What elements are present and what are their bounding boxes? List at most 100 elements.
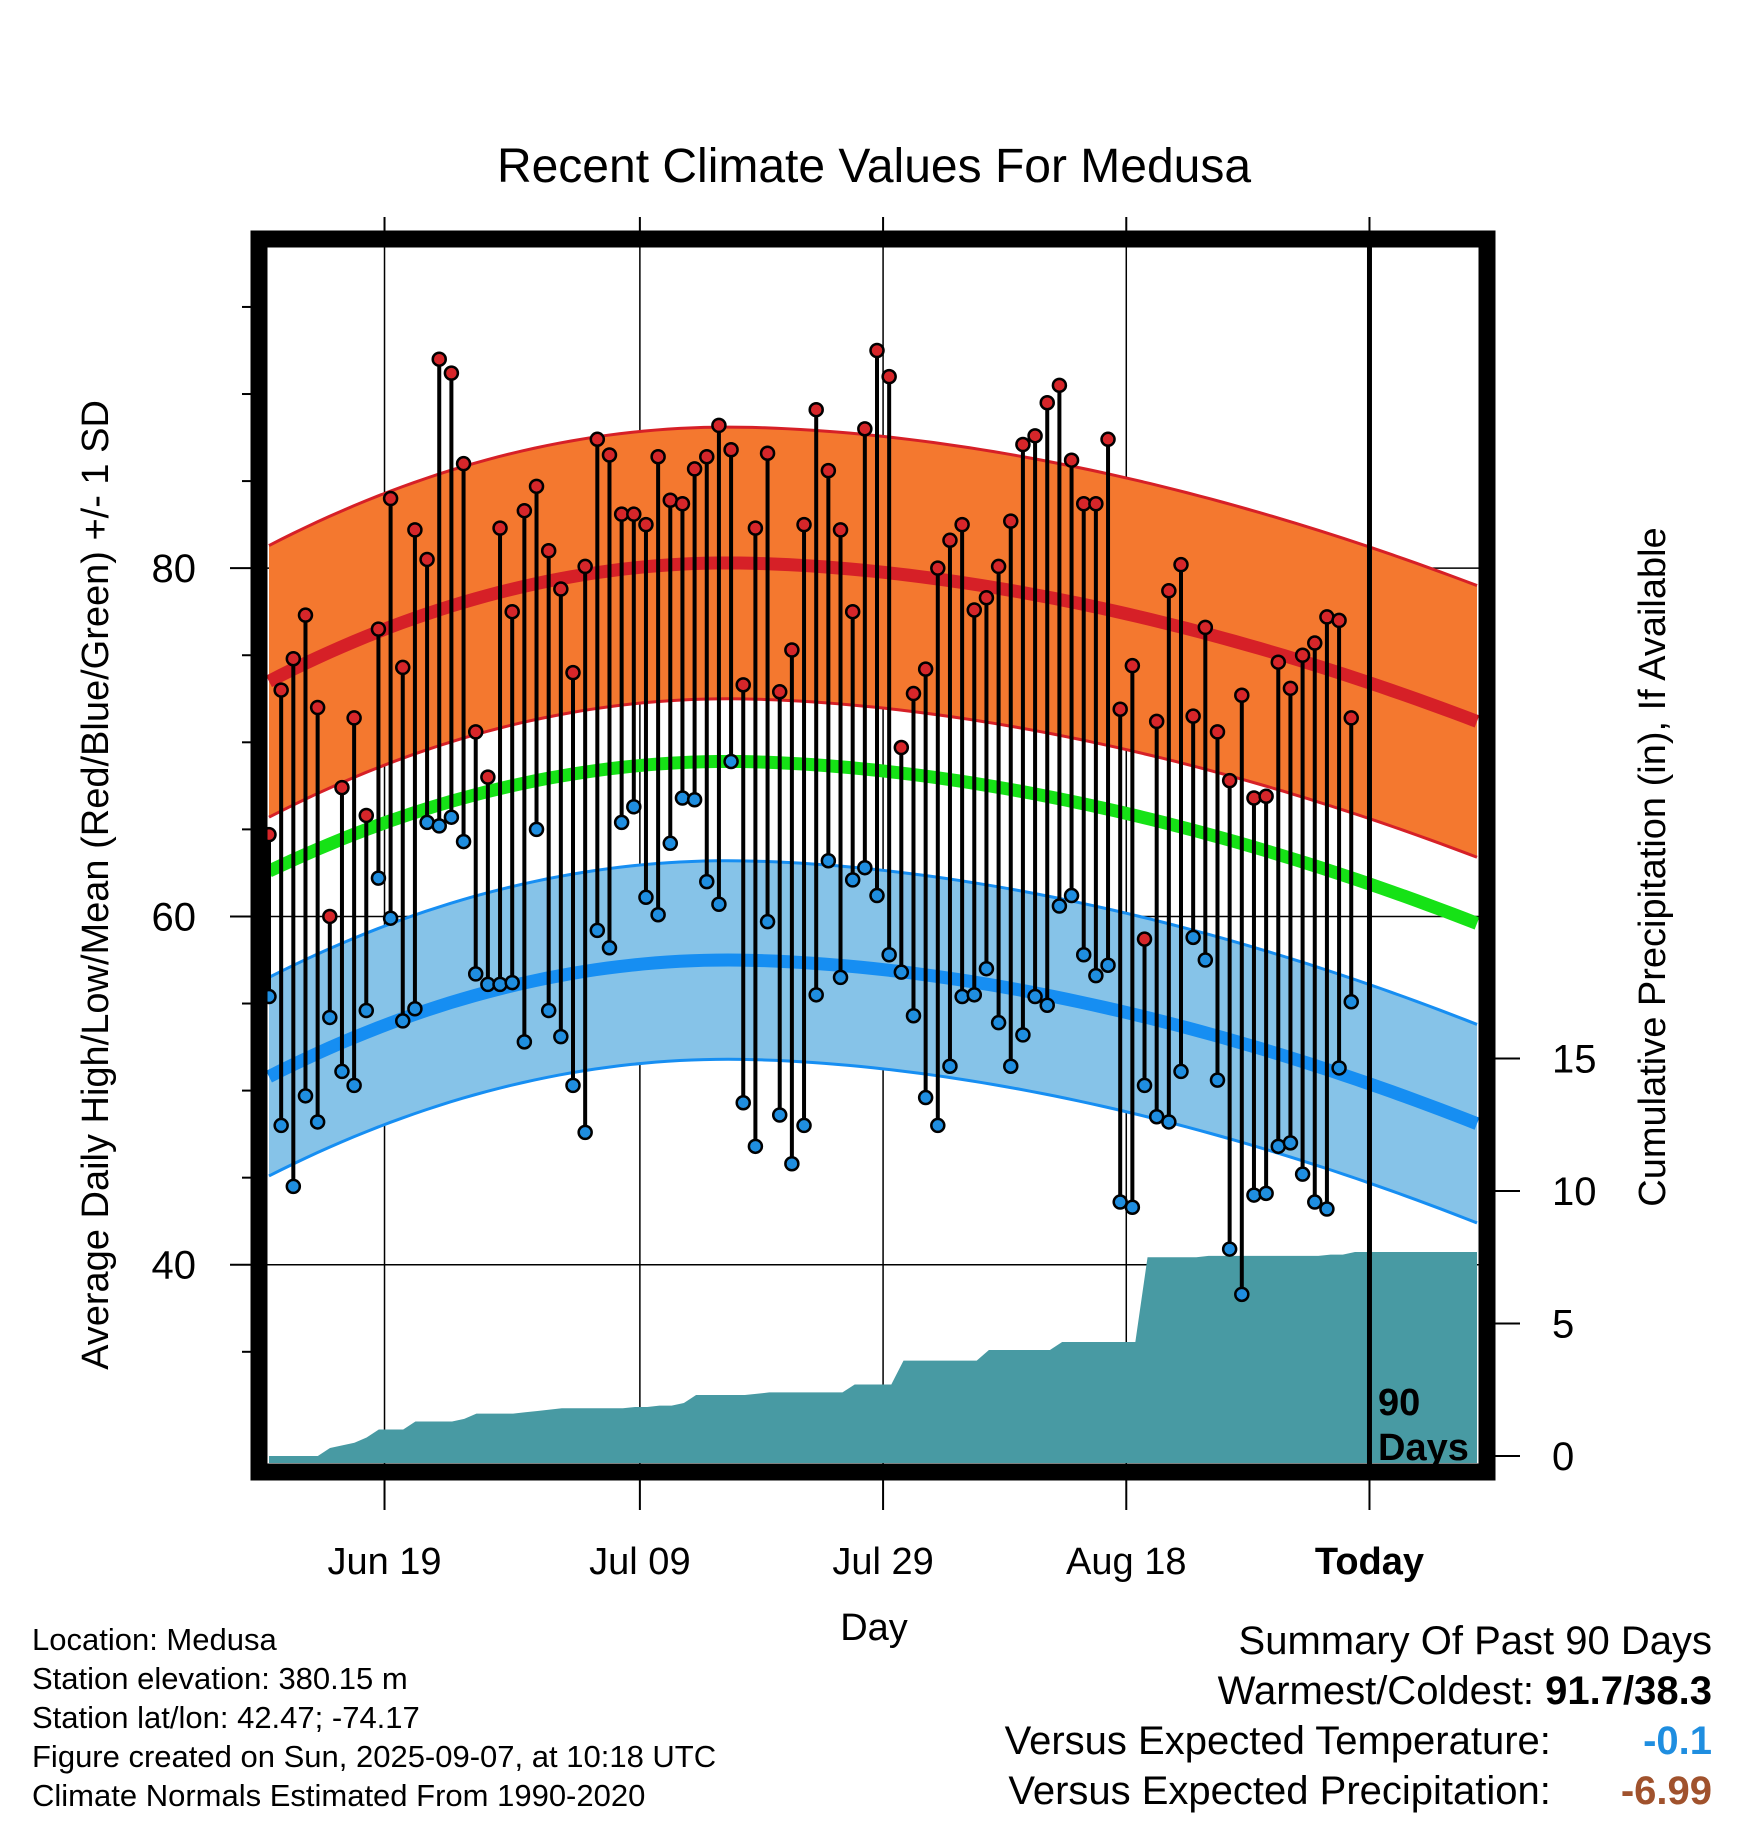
high-point bbox=[832, 522, 849, 538]
low-point bbox=[1136, 1077, 1153, 1094]
high-point bbox=[1112, 701, 1128, 717]
high-point bbox=[869, 342, 885, 359]
high-point bbox=[480, 769, 496, 785]
high-point bbox=[553, 581, 569, 597]
low-point bbox=[528, 821, 545, 838]
high-point bbox=[601, 447, 618, 463]
high-point bbox=[735, 677, 751, 693]
high-point bbox=[893, 739, 910, 756]
low-point bbox=[1003, 1058, 1019, 1074]
low-point bbox=[382, 910, 399, 926]
x-tick-label: Aug 18 bbox=[1066, 1541, 1186, 1583]
high-point bbox=[577, 558, 593, 575]
high-point bbox=[1294, 647, 1311, 663]
low-point bbox=[832, 969, 849, 986]
low-point bbox=[638, 889, 654, 906]
high-point bbox=[455, 455, 472, 472]
high-point bbox=[978, 590, 995, 606]
low-point bbox=[1258, 1185, 1274, 1202]
high-point bbox=[395, 659, 411, 676]
high-point bbox=[905, 685, 922, 702]
high-point bbox=[419, 551, 435, 568]
summary-panel: Summary Of Past 90 Days Warmest/Coldest:… bbox=[1005, 1616, 1712, 1816]
low-point bbox=[735, 1095, 751, 1111]
high-point bbox=[1124, 657, 1141, 674]
low-point bbox=[796, 1117, 812, 1134]
temperature-label: Versus Expected Temperature: bbox=[1004, 1719, 1551, 1763]
high-point bbox=[492, 520, 508, 536]
high-point bbox=[1258, 788, 1274, 805]
low-point bbox=[942, 1058, 958, 1074]
high-point bbox=[1331, 612, 1347, 629]
high-point bbox=[820, 462, 837, 479]
high-point bbox=[930, 560, 946, 576]
y2-tick-label: 15 bbox=[1552, 1038, 1597, 1082]
high-point bbox=[1136, 931, 1153, 947]
low-point bbox=[954, 988, 970, 1005]
summary-temperature: Versus Expected Temperature: -0.1 bbox=[1005, 1716, 1712, 1766]
low-point bbox=[808, 987, 824, 1003]
low-point bbox=[990, 1014, 1007, 1031]
low-point bbox=[540, 1002, 557, 1019]
low-point bbox=[1246, 1187, 1262, 1203]
high-point bbox=[443, 365, 460, 381]
high-point bbox=[528, 478, 545, 495]
low-point bbox=[297, 1088, 314, 1104]
low-point bbox=[395, 1013, 411, 1029]
low-point bbox=[1185, 929, 1201, 946]
low-point bbox=[1307, 1194, 1323, 1210]
high-point bbox=[1343, 710, 1359, 726]
high-point bbox=[990, 558, 1007, 575]
high-point bbox=[784, 642, 800, 658]
high-point bbox=[285, 650, 302, 667]
high-point bbox=[1161, 583, 1177, 599]
low-point bbox=[699, 873, 715, 890]
y-tick-label: 60 bbox=[152, 895, 197, 939]
low-point bbox=[857, 859, 873, 876]
normal-low-line bbox=[266, 953, 1480, 1130]
low-point bbox=[516, 1034, 533, 1050]
high-point bbox=[1197, 619, 1214, 636]
low-point bbox=[601, 940, 618, 956]
low-point bbox=[346, 1077, 362, 1094]
low-point bbox=[285, 1178, 302, 1195]
low-point bbox=[1294, 1166, 1311, 1182]
normal-high-band bbox=[269, 427, 1477, 858]
x-axis-label: Day bbox=[840, 1607, 908, 1649]
high-point bbox=[808, 401, 824, 418]
x-tick-label: Today bbox=[1315, 1541, 1424, 1583]
chart-title: Recent Climate Values For Medusa bbox=[497, 140, 1251, 193]
high-point bbox=[382, 490, 399, 507]
high-point bbox=[796, 516, 812, 533]
x-tick-label: Jul 09 bbox=[589, 1541, 690, 1583]
low-point bbox=[881, 947, 897, 963]
plot-border bbox=[250, 230, 1496, 1481]
y2-axis-label: Cumulative Precipitation (in), If Availa… bbox=[1632, 527, 1674, 1206]
high-point bbox=[358, 807, 375, 824]
y-tick-label: 40 bbox=[152, 1244, 197, 1288]
low-point bbox=[759, 913, 776, 930]
normals-text: Climate Normals Estimated From 1990-2020 bbox=[32, 1778, 646, 1813]
low-point bbox=[613, 814, 630, 831]
high-point bbox=[942, 532, 958, 549]
high-point bbox=[467, 724, 484, 740]
x-tick-label: Jun 19 bbox=[327, 1541, 441, 1583]
high-point bbox=[1148, 713, 1165, 730]
low-point bbox=[1100, 957, 1116, 973]
high-point bbox=[881, 368, 897, 385]
high-point bbox=[1015, 436, 1031, 453]
high-point bbox=[1221, 772, 1238, 789]
low-point bbox=[1051, 898, 1068, 914]
low-point bbox=[917, 1089, 934, 1106]
low-point bbox=[1331, 1060, 1347, 1076]
y2-tick-label: 0 bbox=[1552, 1435, 1574, 1479]
high-point bbox=[626, 506, 642, 522]
high-point bbox=[844, 603, 861, 620]
high-point bbox=[638, 516, 654, 533]
low-point bbox=[711, 896, 727, 913]
low-point bbox=[686, 792, 703, 808]
high-point bbox=[1282, 680, 1299, 697]
high-point bbox=[407, 522, 423, 538]
high-point bbox=[686, 461, 703, 477]
low-point bbox=[467, 966, 484, 982]
